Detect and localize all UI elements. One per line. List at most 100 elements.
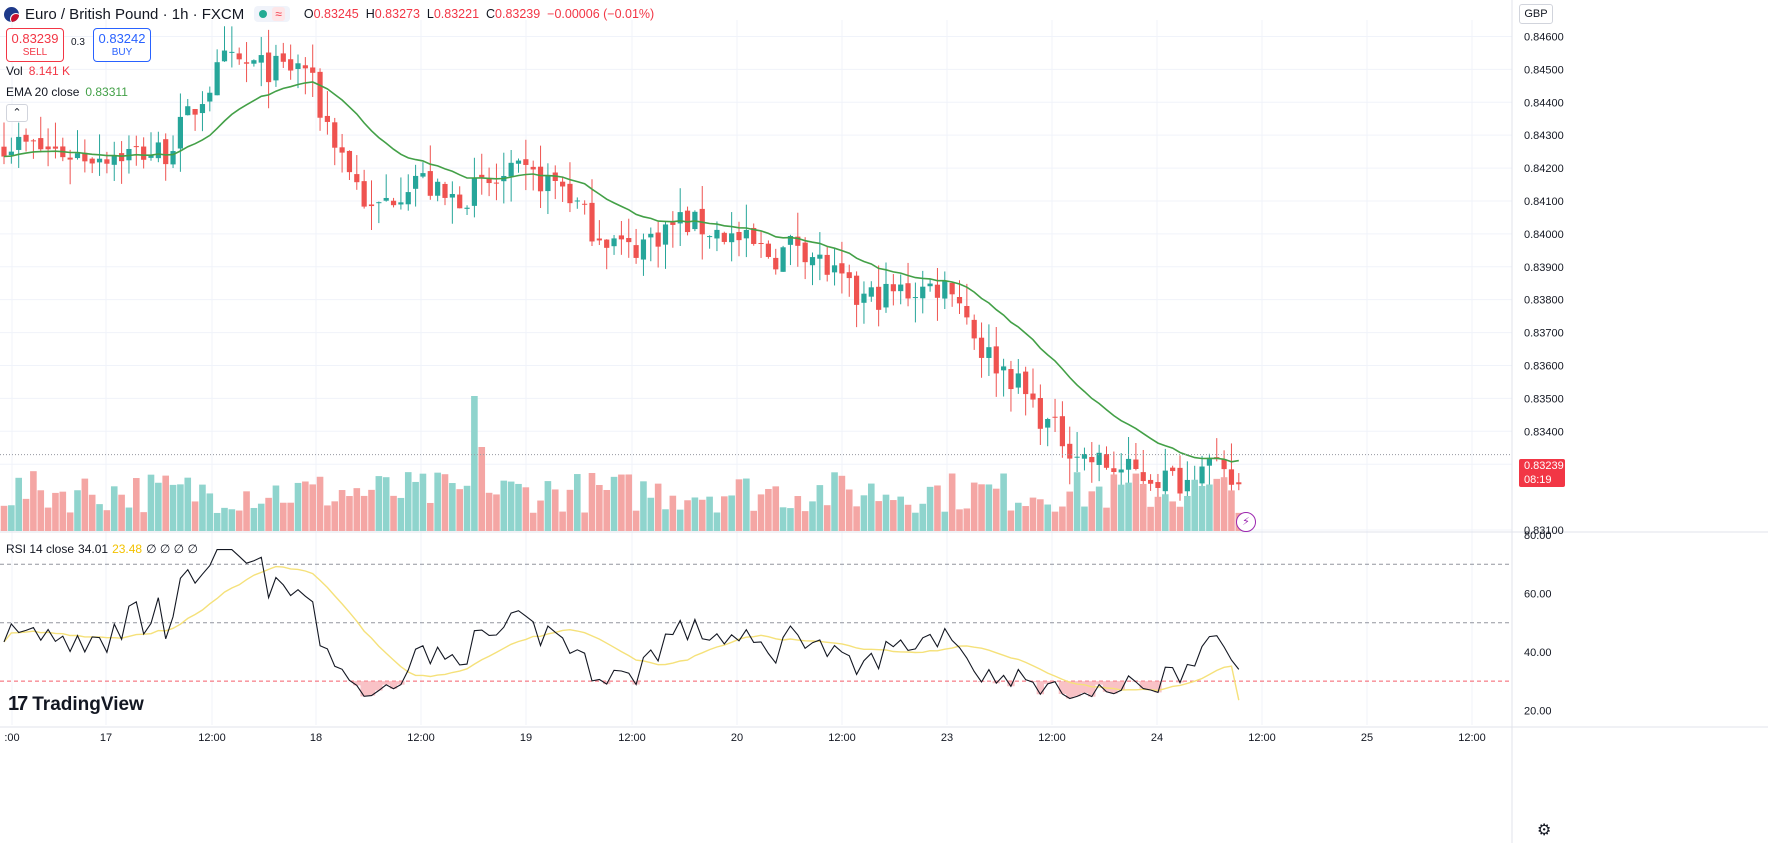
candle-body xyxy=(442,183,448,198)
volume-bar xyxy=(735,479,743,531)
volume-bar xyxy=(787,508,794,531)
rsi-tick-label: 40.00 xyxy=(1524,647,1552,659)
ema-legend[interactable]: EMA 20 close 0.83311 xyxy=(6,85,128,99)
time-tick-label: 12:00 xyxy=(198,732,226,744)
candle-body xyxy=(310,67,316,73)
candle-body xyxy=(332,122,338,148)
volume-bar xyxy=(1029,497,1037,531)
volume-bar xyxy=(110,486,118,531)
volume-bar xyxy=(831,472,838,531)
volume-bar xyxy=(721,496,728,531)
volume-bar xyxy=(728,495,735,531)
volume-bar xyxy=(1228,490,1235,531)
spread-value: 0.3 xyxy=(71,37,85,48)
candle-body xyxy=(8,151,14,156)
volume-bar xyxy=(346,496,353,531)
price-tick-label: 0.84200 xyxy=(1524,163,1564,175)
candle-body xyxy=(714,229,720,239)
volume-bar xyxy=(294,482,302,531)
volume-bar xyxy=(0,505,8,531)
volume-bar xyxy=(184,477,192,531)
candle-body xyxy=(192,109,198,115)
candle-body xyxy=(611,238,617,247)
volume-bar xyxy=(691,497,699,531)
volume-bar xyxy=(941,511,949,531)
volume-bar xyxy=(493,494,500,531)
market-status[interactable]: ≈ xyxy=(254,6,290,22)
candle-body xyxy=(515,160,522,164)
rsi-legend[interactable]: RSI 14 close 34.01 23.48 ∅ ∅ ∅ ∅ xyxy=(6,542,198,556)
volume-bar xyxy=(551,489,559,531)
volume-bar xyxy=(463,485,471,531)
lightning-icon[interactable]: ⚡ xyxy=(1236,512,1256,532)
volume-bar xyxy=(647,497,655,531)
symbol-title[interactable]: Euro / British Pound · 1h · FXCM xyxy=(25,5,245,23)
rsi-legend-label: RSI 14 close xyxy=(6,542,75,556)
candle-body xyxy=(1148,479,1154,484)
currency-selector[interactable]: GBP xyxy=(1519,4,1553,24)
volume-legend[interactable]: Vol 8.141 K xyxy=(6,64,70,78)
volume-bar xyxy=(66,512,74,531)
volume-bar xyxy=(919,503,927,531)
volume-bar xyxy=(15,477,22,531)
candle-body xyxy=(354,174,360,183)
candle-body xyxy=(38,138,44,150)
candle-body xyxy=(1030,393,1036,400)
ema-line xyxy=(3,81,1239,463)
volume-bar xyxy=(1176,506,1184,531)
volume-bar xyxy=(456,489,463,531)
volume-bar xyxy=(235,510,243,531)
eurgbp-flag-icon xyxy=(4,6,19,22)
candle-body xyxy=(604,239,610,248)
time-tick-label: 24 xyxy=(1151,732,1163,744)
candle-body xyxy=(1045,419,1051,428)
volume-bar xyxy=(1007,510,1015,531)
gear-icon[interactable]: ⚙ xyxy=(1537,822,1552,839)
candle-body xyxy=(868,287,874,297)
candle-body xyxy=(626,238,632,243)
candle-body xyxy=(486,178,492,184)
volume-bar xyxy=(1059,506,1066,531)
candle-body xyxy=(912,297,918,299)
volume-bar xyxy=(81,478,89,531)
volume-bar xyxy=(280,502,287,531)
volume-bar xyxy=(684,500,691,531)
candle-body xyxy=(346,150,353,173)
collapse-legend-button[interactable]: ⌃ xyxy=(6,104,28,122)
volume-bar xyxy=(603,489,610,531)
volume-bar xyxy=(772,486,780,531)
volume-bar xyxy=(449,483,456,531)
candle-body xyxy=(1015,373,1021,388)
volume-bar xyxy=(779,507,787,531)
tradingview-logo[interactable]: 17 TradingView xyxy=(8,693,144,716)
candle-body xyxy=(1103,453,1110,468)
candle-body xyxy=(52,146,59,149)
volume-bar xyxy=(574,474,581,531)
candle-body xyxy=(280,53,286,62)
candle-body xyxy=(523,159,529,165)
rsi-tick-label: 80.00 xyxy=(1524,530,1552,542)
volume-bar xyxy=(1132,473,1140,531)
candle-body xyxy=(221,50,228,62)
volume-bar xyxy=(1110,474,1118,531)
volume-bar xyxy=(140,512,147,531)
time-tick-label: 20 xyxy=(731,732,743,744)
buy-button[interactable]: 0.83242 BUY xyxy=(93,28,151,62)
sell-button[interactable]: 0.83239 SELL xyxy=(6,28,64,62)
volume-bar xyxy=(1000,473,1007,531)
candle-body xyxy=(898,284,904,292)
price-tick-label: 0.83500 xyxy=(1524,393,1564,405)
volume-bar xyxy=(1125,482,1132,531)
candle-body xyxy=(1096,452,1102,465)
ohlc-high-label: H xyxy=(365,7,375,21)
candle-body xyxy=(1140,472,1146,482)
volume-bar xyxy=(765,488,772,531)
volume-bar xyxy=(845,489,853,531)
time-tick-label: 17 xyxy=(100,732,112,744)
candle-body xyxy=(177,116,183,149)
volume-bar xyxy=(1095,486,1103,531)
price-tick-label: 0.83800 xyxy=(1524,295,1564,307)
candle-body xyxy=(1081,453,1088,459)
time-tick-label: 18 xyxy=(310,732,322,744)
